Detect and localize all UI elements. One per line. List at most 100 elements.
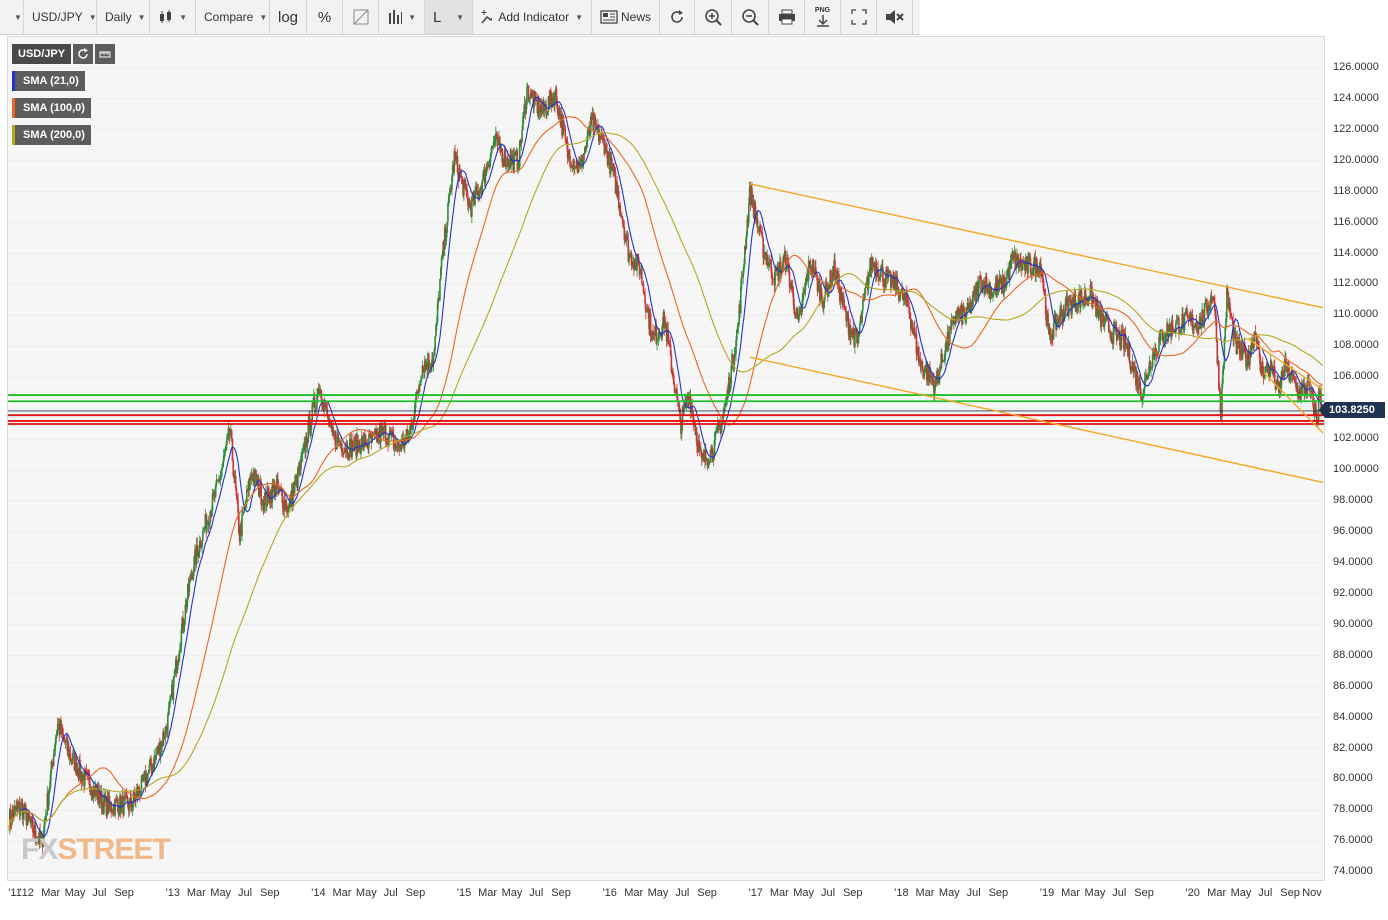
- candle-body: [1210, 295, 1212, 307]
- candle: [981, 280, 984, 294]
- candle-body: [1247, 350, 1250, 361]
- candle-body: [595, 124, 598, 129]
- candle-body: [645, 303, 647, 312]
- candle-body: [1154, 348, 1156, 360]
- symbol-selector[interactable]: USD/JPY ▼: [24, 0, 97, 34]
- candle-body: [531, 94, 534, 97]
- candle-body: [31, 817, 33, 820]
- candle: [1121, 322, 1124, 332]
- candle-body: [85, 771, 88, 772]
- candle-body: [1071, 306, 1073, 315]
- candle-body: [222, 455, 225, 463]
- candle-body: [642, 284, 645, 292]
- candle: [1042, 270, 1045, 292]
- candle-body: [433, 350, 436, 355]
- candle: [565, 136, 567, 145]
- candle: [1098, 307, 1100, 321]
- candle-body: [173, 676, 175, 679]
- drawing-tool-button[interactable]: [343, 0, 379, 34]
- candle-body: [55, 734, 57, 743]
- menu-chevron-button[interactable]: ▼: [0, 0, 24, 34]
- candle-body: [226, 437, 228, 445]
- candle-body: [169, 696, 172, 702]
- chart-plot-area[interactable]: FXSTREET: [7, 36, 1325, 881]
- candle-body: [623, 226, 626, 240]
- candle: [714, 430, 717, 447]
- refresh-button[interactable]: [660, 0, 695, 34]
- candle-body: [214, 485, 217, 498]
- candle-body: [1131, 366, 1133, 371]
- candle-body: [441, 257, 444, 259]
- candle-body: [756, 218, 759, 228]
- candle-body: [522, 112, 525, 117]
- candle-body: [35, 837, 37, 844]
- candle-body: [56, 730, 58, 735]
- candle-body: [266, 487, 269, 505]
- zoom-out-button[interactable]: [732, 0, 769, 34]
- candle: [1047, 308, 1049, 326]
- candle: [456, 148, 459, 175]
- candle-body: [852, 328, 855, 335]
- candle-body: [1080, 290, 1083, 300]
- candle-body: [804, 283, 807, 291]
- candle-body: [111, 811, 113, 813]
- candle-body: [99, 801, 101, 803]
- candle-body: [630, 253, 633, 265]
- chart-type-selector[interactable]: ▼: [150, 0, 196, 34]
- interval-selector[interactable]: Daily ▼: [97, 0, 150, 34]
- candle-body: [771, 278, 774, 280]
- candle-body: [771, 271, 773, 279]
- candle: [167, 712, 169, 739]
- candle-body: [873, 262, 875, 266]
- candle-body: [842, 296, 845, 306]
- candle-body: [770, 259, 772, 272]
- candle-body: [672, 371, 674, 376]
- candle-body: [131, 803, 134, 810]
- price-chart[interactable]: [8, 37, 1324, 880]
- candle-body: [1255, 334, 1258, 342]
- candle-body: [44, 819, 46, 825]
- candle-body: [307, 421, 310, 443]
- candle-body: [360, 450, 362, 454]
- candle-body: [975, 286, 978, 300]
- print-button[interactable]: [769, 0, 805, 34]
- candle-body: [292, 489, 294, 506]
- candle-body: [742, 270, 745, 278]
- candle: [1129, 360, 1132, 375]
- candle-body: [1166, 323, 1169, 337]
- candle-body: [586, 131, 589, 142]
- candle-body: [820, 287, 823, 298]
- candle-body: [1245, 354, 1247, 367]
- candle-body: [1168, 324, 1171, 332]
- candle-body: [468, 198, 471, 203]
- candle-body: [111, 812, 114, 814]
- bar-style-selector[interactable]: ▼: [379, 0, 425, 34]
- add-indicator-button[interactable]: Add Indicator ▼: [473, 0, 592, 34]
- candle: [862, 294, 864, 314]
- candle-body: [570, 165, 573, 167]
- mute-button[interactable]: [877, 0, 913, 34]
- candle-body: [1241, 341, 1243, 357]
- log-scale-button[interactable]: log: [270, 0, 307, 34]
- zoom-in-button[interactable]: [695, 0, 732, 34]
- news-button[interactable]: News: [592, 0, 660, 34]
- export-png-button[interactable]: PNG: [805, 0, 841, 34]
- candle-body: [1230, 316, 1233, 318]
- candle: [56, 729, 58, 739]
- candle-body: [1122, 330, 1124, 336]
- candle: [215, 473, 218, 488]
- candle-body: [992, 294, 994, 296]
- percent-scale-button[interactable]: %: [307, 0, 343, 34]
- candle-body: [263, 497, 266, 512]
- fullscreen-button[interactable]: [841, 0, 877, 34]
- candle-body: [651, 331, 654, 341]
- compare-button[interactable]: Compare ▼: [196, 0, 270, 34]
- candle: [735, 335, 737, 362]
- line-type-selector[interactable]: L ▼: [425, 0, 473, 34]
- candle-body: [941, 353, 943, 363]
- candle-body: [951, 319, 954, 321]
- candle-body: [336, 435, 339, 438]
- candle: [645, 303, 647, 320]
- candle-body: [310, 421, 313, 430]
- candle: [168, 700, 171, 715]
